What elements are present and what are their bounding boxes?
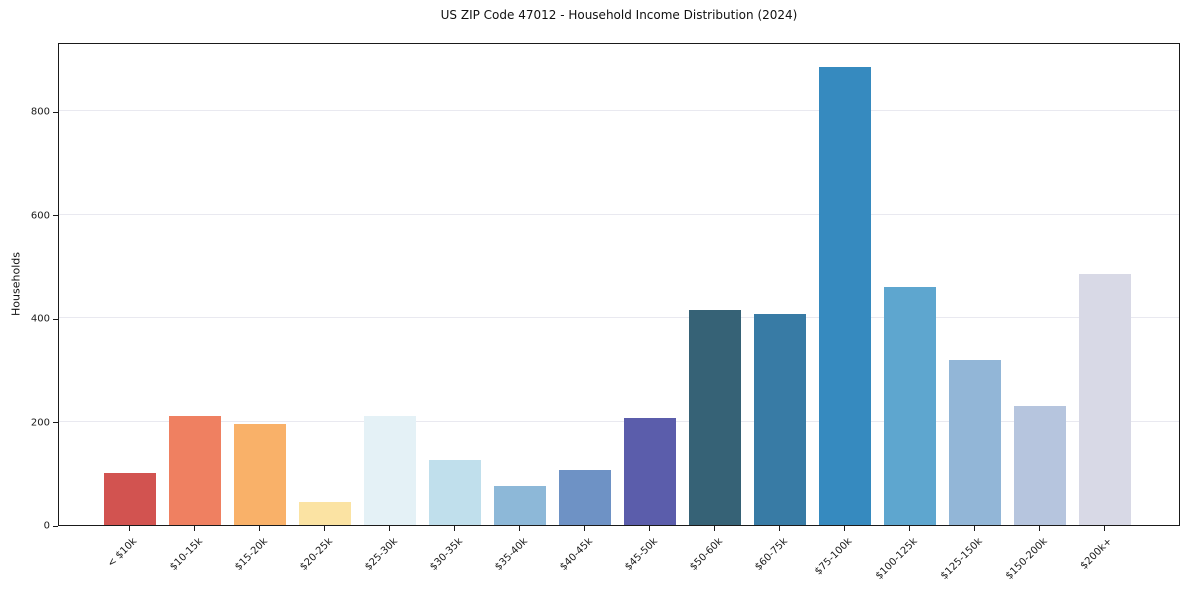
y-tick-label: 0 (43, 520, 50, 532)
x-tick-label: $125-150k (938, 536, 985, 582)
x-tick-mark (388, 526, 390, 531)
x-tick-mark (908, 526, 910, 531)
x-tick-mark (648, 526, 650, 531)
gridline (59, 317, 1179, 319)
x-tick-label: $200k+ (1078, 536, 1115, 572)
y-tick-label: 200 (30, 417, 50, 429)
x-tick-label: $100-125k (873, 536, 920, 582)
x-tick-mark (583, 526, 585, 531)
bar (298, 502, 351, 525)
gridline (59, 420, 1179, 422)
y-tick-mark (53, 422, 58, 424)
chart-title: US ZIP Code 47012 - Household Income Dis… (440, 8, 798, 22)
x-tick-label: $20-25k (297, 536, 335, 573)
x-tick-mark (1104, 526, 1105, 531)
y-tick-label: 600 (30, 210, 50, 222)
x-tick-mark (258, 526, 260, 531)
gridline (59, 110, 1179, 112)
x-tick-label: $30-35k (427, 536, 465, 573)
y-tick-mark (53, 111, 58, 113)
x-tick-mark (193, 526, 195, 531)
y-tick-mark (53, 215, 58, 217)
x-tick-label: $60-75k (752, 536, 790, 573)
bar (168, 416, 221, 525)
x-tick-mark (973, 526, 975, 531)
x-tick-label: $75-100k (813, 536, 855, 578)
x-tick-label: $50-60k (687, 536, 725, 573)
x-tick-label: $150-200k (1003, 536, 1050, 582)
bar (623, 417, 676, 525)
bar (1013, 406, 1066, 525)
y-tick-label: 400 (30, 313, 50, 325)
x-tick-mark (713, 526, 715, 531)
gridline (59, 213, 1179, 215)
x-tick-mark (1038, 526, 1040, 531)
x-tick-mark (323, 526, 325, 531)
bar (818, 67, 871, 525)
x-tick-label: $35-40k (492, 536, 530, 573)
bar (1079, 274, 1131, 525)
bar (753, 314, 806, 525)
bar (493, 485, 546, 525)
x-tick-label: < $10k (105, 536, 140, 570)
x-tick-label: $15-20k (232, 536, 270, 573)
bar (428, 459, 481, 525)
y-tick-mark (53, 525, 58, 527)
bar (103, 473, 156, 525)
x-tick-mark (453, 526, 455, 531)
y-tick-mark (53, 318, 58, 320)
plot-area (58, 43, 1180, 526)
y-tick-label: 800 (30, 106, 50, 118)
x-tick-mark (843, 526, 845, 531)
bar (688, 310, 741, 525)
x-tick-label: $10-15k (167, 536, 205, 573)
x-tick-label: $45-50k (622, 536, 660, 573)
x-tick-label: $40-45k (557, 536, 595, 573)
bar (883, 287, 936, 525)
x-tick-mark (128, 526, 130, 531)
bar (363, 416, 416, 525)
bar (233, 424, 286, 525)
bar (558, 470, 611, 525)
y-axis-label: Households (9, 252, 23, 316)
bar (948, 359, 1001, 525)
x-tick-label: $25-30k (362, 536, 400, 573)
x-tick-mark (518, 526, 520, 531)
x-tick-mark (778, 526, 780, 531)
